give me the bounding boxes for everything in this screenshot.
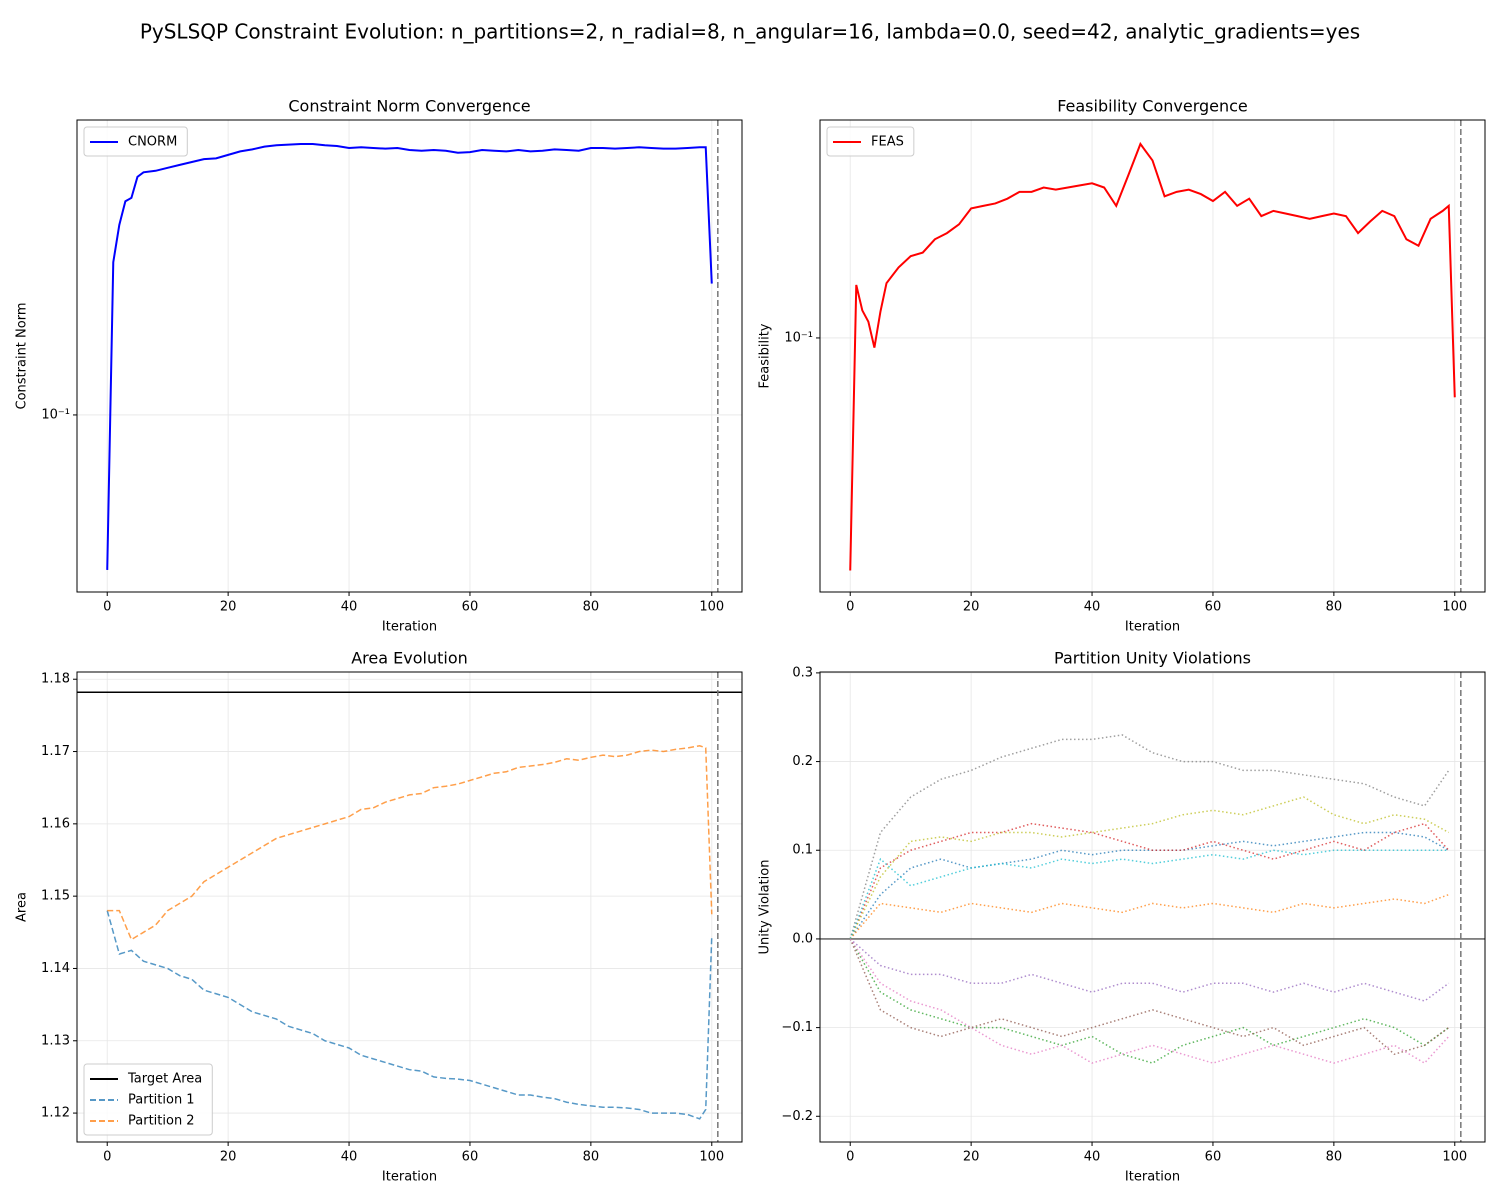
- x-tick-label: 60: [462, 600, 479, 615]
- x-tick-label: 0: [846, 600, 854, 615]
- legend: CNORM: [83, 126, 188, 157]
- axes-frame: [819, 671, 1486, 1143]
- legend-label: CNORM: [128, 135, 177, 150]
- series-line: [849, 893, 1449, 940]
- x-tick-label: 80: [583, 600, 600, 615]
- y-tick-label: −0.2: [781, 1109, 813, 1124]
- y-tick-label: 0.0: [792, 931, 813, 946]
- x-tick-label: 100: [699, 600, 724, 615]
- series-line: [106, 910, 713, 1120]
- x-tick-label: 100: [699, 1150, 724, 1165]
- subplot-title: Partition Unity Violations: [1054, 649, 1251, 668]
- subplot-title: Area Evolution: [351, 649, 468, 668]
- plot-area: [77, 672, 742, 1142]
- plot-area: [106, 120, 719, 592]
- x-tick-label: 40: [341, 600, 358, 615]
- series-line: [849, 938, 1450, 1002]
- legend-box: [83, 126, 188, 157]
- y-axis-label: Feasibility: [758, 323, 773, 388]
- subplot-title: Feasibility Convergence: [1057, 97, 1248, 116]
- y-tick-label: 1.12: [41, 1106, 70, 1121]
- y-axis-label: Area: [15, 892, 30, 922]
- x-tick-label: 0: [846, 1150, 854, 1165]
- y-tick-label: 10⁻¹: [784, 330, 813, 345]
- y-tick-label: 0.1: [792, 843, 813, 858]
- x-tick-label: 40: [341, 1150, 358, 1165]
- y-tick-label: 10⁻¹: [41, 407, 70, 422]
- series-line: [849, 796, 1450, 940]
- plot-area: [849, 120, 1462, 592]
- x-tick-label: 80: [1326, 1150, 1343, 1165]
- x-tick-label: 60: [1205, 1150, 1222, 1165]
- y-tick-label: 1.17: [41, 744, 70, 759]
- y-tick-label: 1.14: [41, 961, 70, 976]
- x-axis-label: Iteration: [1125, 620, 1180, 635]
- legend: Target Area Partition 1 Partition 2: [83, 1063, 213, 1136]
- x-axis-label: Iteration: [382, 620, 437, 635]
- x-tick-label: 60: [1205, 600, 1222, 615]
- subplot-title: Constraint Norm Convergence: [288, 97, 530, 116]
- figure-title: PySLSQP Constraint Evolution: n_partitio…: [140, 20, 1360, 44]
- series-line: [849, 734, 1450, 940]
- axes-frame: [76, 119, 743, 593]
- series-line: [106, 142, 713, 570]
- x-axis-label: Iteration: [1125, 1170, 1180, 1185]
- x-tick-label: 20: [220, 600, 237, 615]
- legend: FEAS: [826, 126, 915, 157]
- legend-box: [826, 126, 915, 157]
- axes-frame: [819, 119, 1486, 593]
- y-tick-label: 1.15: [41, 889, 70, 904]
- x-tick-label: 40: [1084, 600, 1101, 615]
- series-line: [849, 938, 1450, 1056]
- x-tick-label: 80: [1326, 600, 1343, 615]
- x-tick-label: 0: [103, 600, 111, 615]
- y-axis-label: Constraint Norm: [15, 303, 30, 410]
- series-line: [849, 849, 1449, 940]
- x-axis-label: Iteration: [382, 1170, 437, 1185]
- x-tick-label: 0: [103, 1150, 111, 1165]
- x-tick-label: 20: [963, 1150, 980, 1165]
- x-tick-label: 20: [220, 1150, 237, 1165]
- series-line: [107, 744, 713, 941]
- y-axis-label: Unity Violation: [758, 860, 773, 955]
- series-line: [849, 141, 1456, 571]
- x-tick-label: 100: [1442, 1150, 1467, 1165]
- plot-area: [820, 672, 1485, 1142]
- legend-label: Partition 1: [128, 1093, 195, 1108]
- legend-box: [83, 1063, 213, 1136]
- x-tick-label: 20: [963, 600, 980, 615]
- legend-label: Partition 2: [128, 1114, 195, 1129]
- legend-label: Target Area: [127, 1072, 202, 1087]
- y-tick-label: 0.3: [792, 665, 813, 680]
- x-tick-label: 100: [1442, 600, 1467, 615]
- x-tick-label: 80: [583, 1150, 600, 1165]
- y-tick-label: 1.16: [41, 816, 70, 831]
- series-line: [849, 938, 1450, 1065]
- series-line: [849, 822, 1450, 940]
- x-tick-label: 60: [462, 1150, 479, 1165]
- x-tick-label: 40: [1084, 1150, 1101, 1165]
- y-tick-label: −0.1: [781, 1020, 813, 1035]
- axes-frame: [76, 671, 743, 1143]
- y-tick-label: 1.18: [41, 672, 70, 687]
- legend-label: FEAS: [871, 135, 904, 150]
- y-tick-label: 1.13: [41, 1033, 70, 1048]
- y-tick-label: 0.2: [792, 754, 813, 769]
